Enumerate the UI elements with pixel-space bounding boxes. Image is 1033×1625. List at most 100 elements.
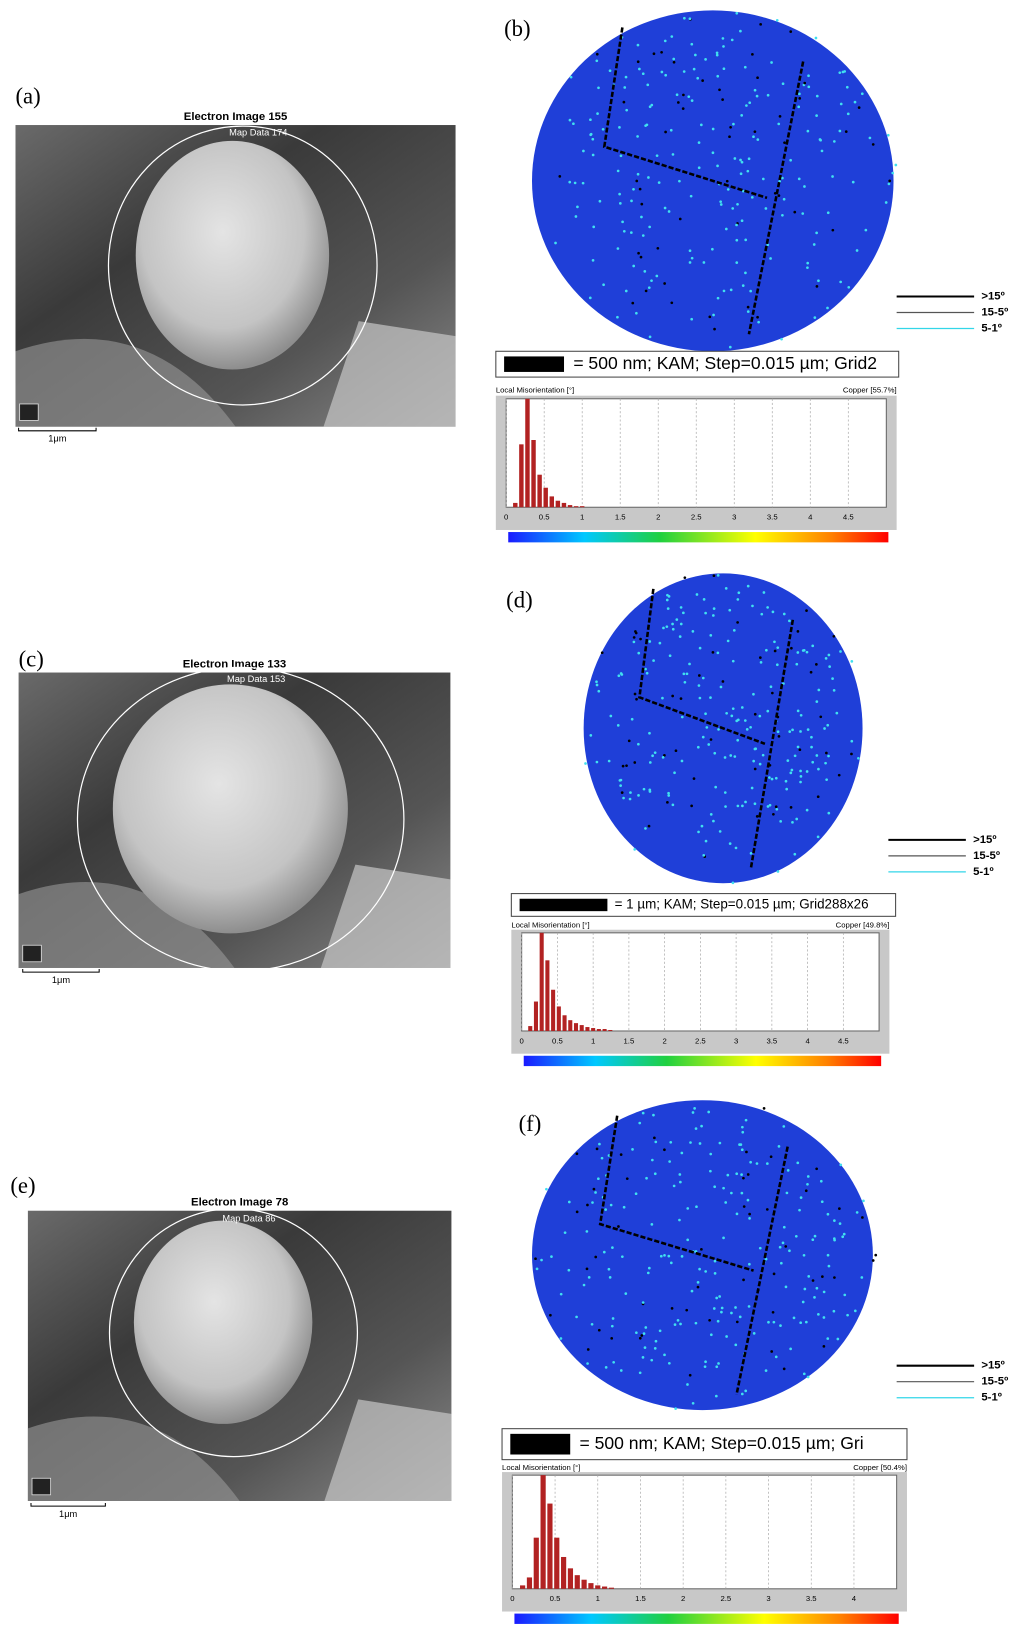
kam-speckle [839, 1163, 843, 1167]
hist-bar [540, 1475, 546, 1589]
kam-speckle [690, 1289, 694, 1293]
kam-speckle [651, 754, 654, 758]
kam-speckle [837, 773, 841, 777]
kam-speckle [650, 279, 653, 283]
hist-bar [602, 1029, 607, 1031]
kam-speckle [750, 195, 754, 199]
hist-bar [533, 1537, 539, 1589]
kam-speckle [798, 92, 801, 96]
kam-speckle [679, 1180, 682, 1184]
kam-speckle [724, 1201, 728, 1204]
x-tick-label: 0 [520, 1036, 524, 1045]
kam-speckle [595, 52, 599, 56]
kam-speckle [685, 1308, 689, 1312]
kam-speckle [746, 1173, 750, 1176]
kam-speckle [740, 160, 744, 164]
kam-speckle [658, 1329, 662, 1333]
kam-speckle [637, 651, 641, 655]
kam-speckle [774, 776, 778, 780]
hist-axis-label: Local Misorientation [°] [496, 386, 574, 395]
kam-speckle [756, 138, 760, 141]
kam-speckle [724, 805, 727, 808]
kam-speckle [794, 1234, 798, 1238]
kam-speckle [595, 1147, 599, 1151]
scale-bar [22, 968, 100, 973]
kam-speckle [802, 1253, 806, 1257]
kam-speckle [707, 1110, 711, 1114]
kam-speckle [586, 1203, 589, 1207]
kam-speckle [648, 731, 651, 735]
kam-speckle [811, 644, 815, 648]
kam-speckle [696, 1285, 700, 1289]
kam-speckle [730, 1311, 733, 1315]
kam-speckle [728, 608, 732, 612]
kam-speckle [765, 648, 768, 652]
kam-speckle [584, 762, 587, 765]
kam-speckle [652, 1113, 655, 1117]
kam-speckle [640, 1334, 644, 1337]
x-tick-label: 1 [580, 513, 584, 522]
image-title: Electron Image 155 [184, 111, 288, 123]
kam-speckle [674, 1407, 677, 1410]
x-tick-label: 3 [732, 513, 736, 522]
kam-speckle [673, 771, 676, 775]
kam-speckle [679, 606, 683, 609]
kam-speckle [616, 169, 620, 173]
map-label: Map Data 153 [227, 674, 285, 684]
kam-speckle [600, 651, 604, 655]
kam-speckle [667, 1361, 671, 1365]
kam-speckle [792, 1316, 796, 1320]
kam-speckle [656, 246, 660, 250]
kam-speckle [759, 22, 762, 26]
kam-speckle [809, 670, 813, 674]
kam-speckle [669, 128, 673, 132]
kam-speckle [789, 806, 793, 809]
kam-speckle [764, 1369, 768, 1372]
kam-speckle [634, 1331, 638, 1335]
kam-speckle [676, 1318, 680, 1322]
kam-speckle [671, 627, 675, 631]
kam-speckle [648, 105, 652, 109]
x-tick-label: 2 [656, 513, 660, 522]
kam-speckle [666, 607, 670, 610]
kam-speckle [797, 105, 801, 109]
panel-label: (d) [506, 588, 532, 613]
x-tick-label: 2.5 [691, 513, 702, 522]
kam-speckle [725, 711, 728, 715]
hist-bar [567, 505, 573, 508]
kam-speckle [838, 1207, 841, 1210]
kam-speckle [731, 707, 735, 711]
kam-speckle [635, 179, 639, 183]
kam-speckle [771, 1310, 775, 1314]
kam-speckle [648, 335, 652, 339]
kam-caption: = 500 nm; KAM; Step=0.015 µm; Grid2 [573, 353, 877, 373]
kam-speckle [661, 755, 665, 759]
kam-speckle [736, 598, 740, 601]
kam-speckle [712, 819, 715, 823]
legend-label: 5-1º [981, 1392, 1002, 1404]
kam-speckle [641, 1356, 645, 1359]
kam-speckle [633, 848, 637, 851]
kam-speckle [799, 780, 802, 784]
kam-speckle [638, 1121, 642, 1125]
color-bar [508, 532, 889, 543]
kam-speckle [826, 1212, 830, 1216]
kam-speckle [733, 755, 737, 758]
kam-speckle [786, 1169, 790, 1172]
legend-label: 15-5º [981, 1376, 1008, 1388]
kam-speckle [716, 164, 719, 168]
kam-speckle [817, 767, 820, 771]
kam-speckle [740, 706, 744, 709]
kam-speckle [602, 1250, 606, 1254]
kam-speckle [740, 219, 744, 223]
kam-speckle [775, 663, 779, 667]
map-label: Map Data 86 [222, 1213, 275, 1223]
kam-speckle [711, 151, 715, 155]
kam-speckle [696, 76, 700, 80]
kam-speckle [874, 1253, 878, 1257]
kam-speckle [567, 1268, 571, 1272]
kam-speckle [810, 745, 813, 749]
kam-caption: = 500 nm; KAM; Step=0.015 µm; Gri [580, 1433, 864, 1453]
hist-bar [608, 1587, 615, 1589]
kam-speckle [635, 311, 638, 315]
